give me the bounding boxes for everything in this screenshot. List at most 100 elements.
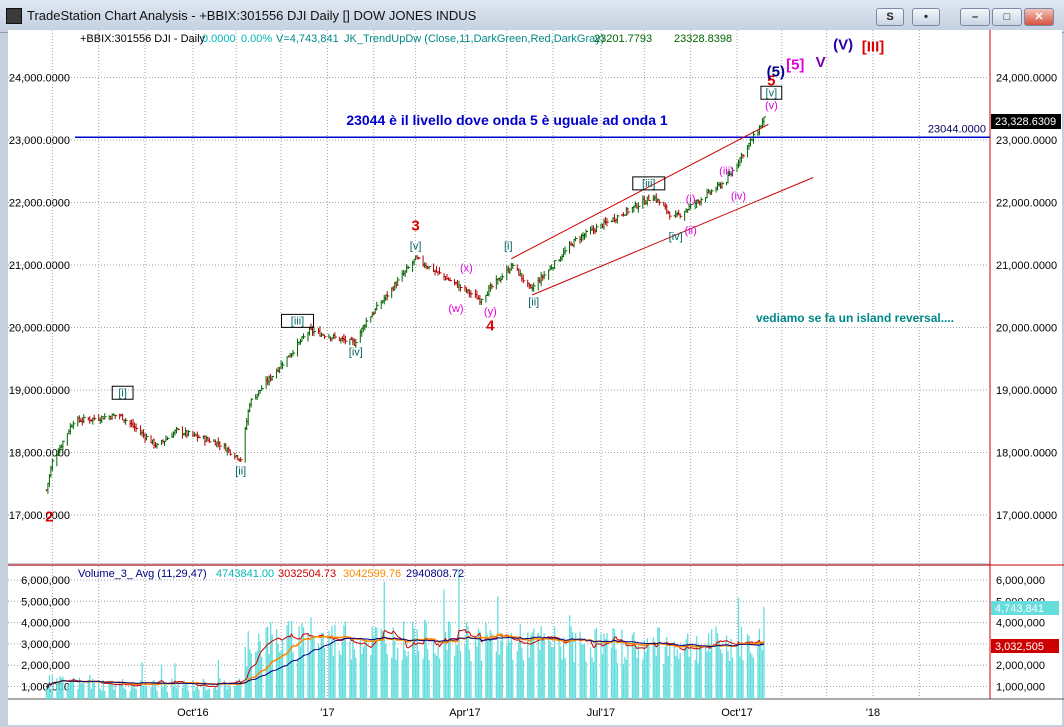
volume-bar (417, 650, 420, 699)
volume-bar (606, 633, 608, 699)
volume-bar (446, 650, 448, 699)
close-button[interactable]: ✕ (1024, 8, 1054, 26)
volume-tick-label-left: 5,000,000 (21, 596, 70, 608)
maximize-button[interactable]: □ (992, 8, 1022, 26)
volume-bar (571, 631, 574, 699)
wave-label: (v) (765, 100, 778, 112)
volume-bar (740, 626, 743, 699)
price-tick-label-right: 21,000.0000 (996, 260, 1057, 272)
volume-bar (407, 651, 409, 699)
volume-bar (244, 646, 246, 699)
volume-bar (456, 644, 459, 699)
volume-bar (292, 652, 294, 699)
symbol-link-button[interactable]: S (876, 8, 904, 26)
volume-bar (296, 658, 299, 699)
avg-tag-box (991, 639, 1059, 653)
volume-bar (343, 625, 345, 699)
volume-bar (275, 629, 278, 699)
volume-bar (464, 644, 466, 699)
volume-bar (323, 647, 326, 699)
volume-bar (736, 643, 738, 699)
volume-bar (57, 682, 60, 699)
volume-bar (710, 629, 713, 699)
volume-bar (531, 632, 533, 699)
volume-bar (145, 687, 148, 699)
volume-bar (438, 658, 441, 699)
volume-bar (281, 639, 284, 699)
volume-bar (521, 647, 523, 699)
volume-bar (612, 627, 614, 699)
time-tick-label: Jul'17 (587, 707, 615, 719)
chart-header-text: 23328.8398 (674, 33, 732, 45)
volume-bar (530, 635, 532, 699)
volume-bar (594, 629, 596, 699)
wave-label: [iv] (349, 347, 363, 359)
volume-bar (129, 691, 131, 699)
volume-bar (247, 631, 249, 699)
volume-bar (171, 678, 173, 699)
volume-tick-label-right: 1,000,000 (996, 682, 1045, 694)
volume-bar (108, 680, 110, 699)
volume-bar (449, 622, 451, 699)
volume-bar (195, 686, 197, 699)
volume-bar (270, 622, 272, 699)
volume-bar (313, 635, 315, 699)
volume-bar (141, 661, 143, 699)
volume-bar (341, 641, 344, 699)
volume-bar (616, 663, 619, 699)
volume-bar (196, 685, 199, 699)
volume-bar (132, 684, 134, 699)
wave-label: (i) (686, 194, 696, 206)
price-tag: 23,328.6309 (995, 116, 1056, 128)
wave-label: [ii] (235, 465, 246, 477)
volume-bar (353, 649, 356, 699)
volume-bar (699, 645, 701, 699)
volume-bar (467, 626, 469, 699)
chart-header-text: 0.00% (241, 33, 272, 45)
volume-bar (697, 663, 699, 699)
volume-bar (687, 633, 689, 699)
volume-bar (568, 615, 571, 699)
volume-bar (383, 581, 385, 699)
volume-bar (700, 645, 702, 699)
volume-bar (361, 653, 363, 699)
price-tick-label-left: 20,000.0000 (9, 323, 70, 335)
avg-47-line (46, 636, 765, 689)
volume-bar (543, 633, 545, 699)
chart-header-text: V=4,743,841 (276, 33, 339, 45)
wave-label: [v] (410, 240, 422, 252)
volume-bar (66, 684, 69, 699)
volume-bar (153, 679, 155, 699)
lock-button[interactable]: • (912, 8, 940, 26)
volume-bar (696, 636, 698, 699)
volume-bar (329, 644, 332, 699)
volume-bar (51, 675, 54, 699)
volume-bar (110, 682, 112, 699)
volume-bar (156, 690, 158, 699)
right-axis-area (990, 30, 1062, 699)
price-tick-label-right: 18,000.0000 (996, 448, 1057, 460)
volume-bar (172, 686, 175, 699)
volume-bar (319, 646, 321, 699)
volume-bar (646, 637, 648, 699)
volume-bar (278, 652, 281, 699)
volume-bar (50, 689, 52, 699)
volume-bar (238, 678, 240, 699)
volume-bar (386, 654, 388, 699)
volume-bar (600, 633, 602, 699)
minimize-button[interactable]: – (960, 8, 990, 26)
volume-bar (412, 621, 414, 699)
volume-bar (213, 688, 215, 699)
time-tick-label: '18 (866, 707, 880, 719)
price-tick-label-left: 18,000.0000 (9, 448, 70, 460)
price-tick-label-right: 20,000.0000 (996, 323, 1057, 335)
volume-bar (340, 654, 342, 699)
volume-bar (486, 634, 489, 699)
volume-bar (226, 689, 228, 699)
volume-bar (510, 632, 512, 699)
volume-bar (160, 664, 163, 699)
volume-bar (290, 620, 293, 699)
volume-bar (142, 687, 145, 699)
volume-bar (403, 621, 405, 699)
